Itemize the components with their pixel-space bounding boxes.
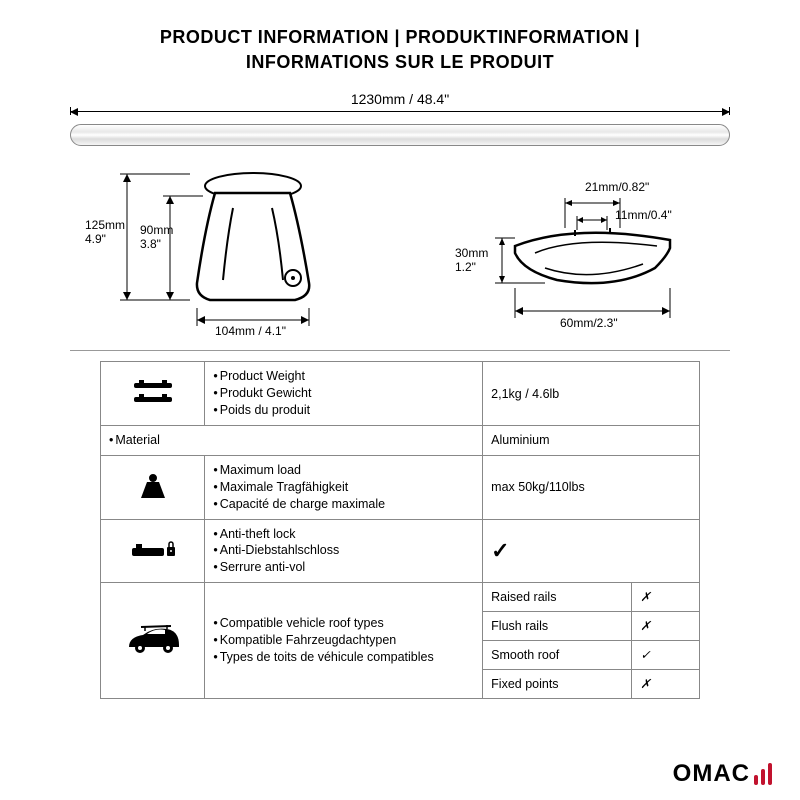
- weight-value: 2,1kg / 4.6lb: [483, 362, 700, 426]
- brand-logo: OMAC: [673, 760, 772, 788]
- lock-labels: Anti-theft lock Anti-Diebstahlschloss Se…: [205, 519, 483, 583]
- roof-fixed-mark: ✗: [632, 670, 700, 699]
- foot-outer-h: 125mm 4.9": [85, 218, 125, 246]
- roof-raised-mark: ✗: [632, 583, 700, 612]
- brand-text: OMAC: [673, 760, 750, 788]
- title-line1: PRODUCT INFORMATION | PRODUKTINFORMATION…: [70, 25, 730, 50]
- foot-diagram: 125mm 4.9" 90mm 3.8" 104mm / 4.1": [85, 168, 385, 338]
- row-weight: Product Weight Produkt Gewicht Poids du …: [101, 362, 700, 426]
- compat-labels: Compatible vehicle roof types Kompatible…: [205, 583, 483, 699]
- foot-inner-h: 90mm 3.8": [140, 223, 173, 251]
- material-label: Material: [109, 433, 160, 447]
- foot-width: 104mm / 4.1": [215, 324, 286, 338]
- material-value: Aluminium: [483, 426, 700, 456]
- profile-diagram: 21mm/0.82" 11mm/0.4" 30mm 1.2" 60mm/2.3": [415, 168, 715, 338]
- weight-labels: Product Weight Produkt Gewicht Poids du …: [205, 362, 483, 426]
- lock-icon: [101, 519, 205, 583]
- load-labels: Maximum load Maximale Tragfähigkeit Capa…: [205, 455, 483, 519]
- weight-icon: [101, 362, 205, 426]
- load-icon: [101, 455, 205, 519]
- profile-height: 30mm 1.2": [455, 246, 488, 274]
- page-title: PRODUCT INFORMATION | PRODUKTINFORMATION…: [70, 25, 730, 75]
- foot-svg: [85, 168, 385, 338]
- brand-stripes-icon: [754, 763, 772, 785]
- length-label: 1230mm / 48.4": [345, 91, 455, 107]
- profile-slot-inner: 11mm/0.4": [615, 208, 672, 222]
- specs-table: Product Weight Produkt Gewicht Poids du …: [100, 361, 700, 699]
- row-load: Maximum load Maximale Tragfähigkeit Capa…: [101, 455, 700, 519]
- title-line2: INFORMATIONS SUR LE PRODUIT: [70, 50, 730, 75]
- car-icon: [101, 583, 205, 699]
- roof-flush-mark: ✗: [632, 612, 700, 641]
- row-lock: Anti-theft lock Anti-Diebstahlschloss Se…: [101, 519, 700, 583]
- load-value: max 50kg/110lbs: [483, 455, 700, 519]
- row-material: Material Aluminium: [101, 426, 700, 456]
- row-roof-raised: Compatible vehicle roof types Kompatible…: [101, 583, 700, 612]
- crossbar-drawing: [70, 124, 730, 146]
- roof-smooth-mark: ✓: [632, 641, 700, 670]
- profile-width: 60mm/2.3": [560, 316, 618, 330]
- roof-raised-label: Raised rails: [483, 583, 632, 612]
- profile-slot-w: 21mm/0.82": [585, 180, 649, 194]
- lock-value: ✓: [483, 519, 700, 583]
- length-dimension: 1230mm / 48.4": [70, 93, 730, 118]
- roof-flush-label: Flush rails: [483, 612, 632, 641]
- roof-smooth-label: Smooth roof: [483, 641, 632, 670]
- roof-fixed-label: Fixed points: [483, 670, 632, 699]
